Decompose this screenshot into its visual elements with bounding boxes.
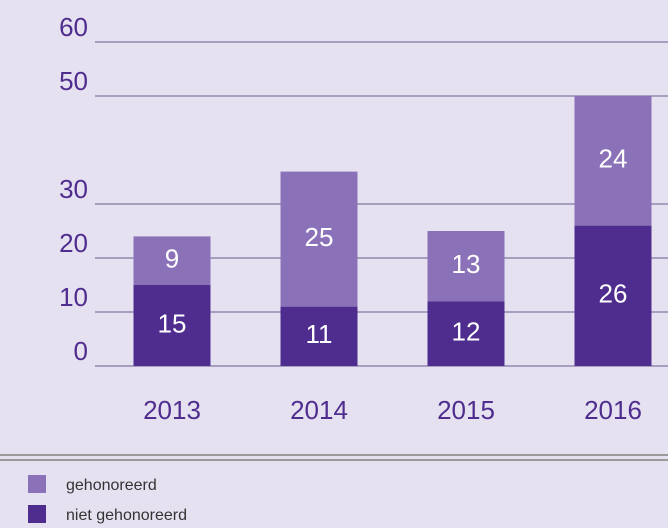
legend-swatch xyxy=(28,475,46,493)
y-tick-label: 60 xyxy=(59,12,88,42)
bar-segment xyxy=(574,96,652,226)
bar-segment xyxy=(133,285,211,366)
x-tick-label: 2015 xyxy=(437,395,495,425)
value-label: 12 xyxy=(452,316,481,346)
y-tick-label: 0 xyxy=(74,336,88,366)
value-label: 13 xyxy=(452,249,481,279)
bar-segment xyxy=(427,301,505,366)
y-tick-label: 50 xyxy=(59,66,88,96)
y-tick-label: 30 xyxy=(59,174,88,204)
value-label: 15 xyxy=(158,308,187,338)
x-tick-label: 2013 xyxy=(143,395,201,425)
bar-segment xyxy=(280,306,358,366)
bar-segment xyxy=(574,225,652,366)
value-label: 26 xyxy=(599,279,628,309)
x-tick-label: 2014 xyxy=(290,395,348,425)
x-tick-label: 2016 xyxy=(584,395,642,425)
bar-segment xyxy=(280,171,358,307)
y-tick-label: 20 xyxy=(59,228,88,258)
bar-segment xyxy=(427,231,505,302)
value-label: 24 xyxy=(599,144,628,174)
legend-label: gehonoreerd xyxy=(66,477,157,494)
legend-swatch xyxy=(28,505,46,523)
bar-segment xyxy=(133,236,211,285)
value-label: 11 xyxy=(306,319,333,349)
legend-label: niet gehonoreerd xyxy=(66,507,187,524)
value-label: 9 xyxy=(165,244,179,274)
value-label: 25 xyxy=(305,222,334,252)
y-tick-label: 10 xyxy=(59,282,88,312)
